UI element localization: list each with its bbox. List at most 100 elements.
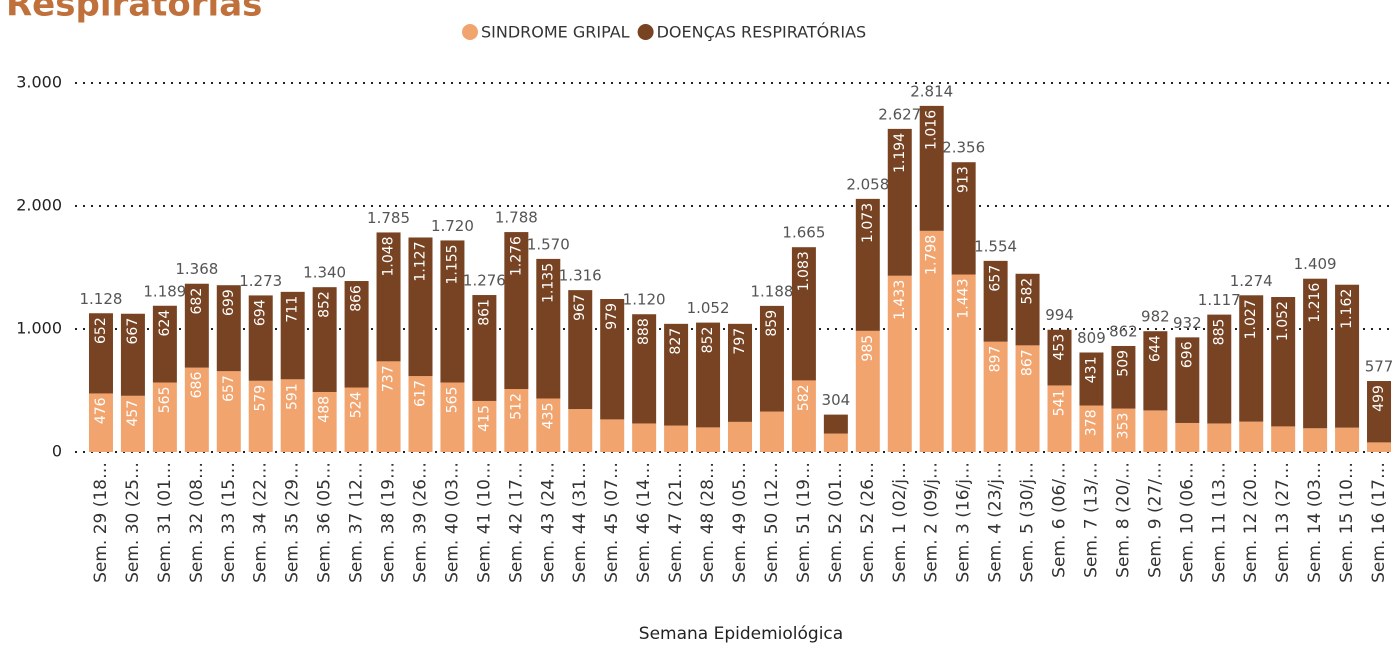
bar-segment <box>312 391 337 452</box>
x-tick-label: Sem. 39 (26… <box>410 462 430 583</box>
x-tick-label: Sem. 43 (24… <box>538 462 558 583</box>
total-label: 1.276 <box>463 272 506 290</box>
x-tick-label: Sem. 45 (07… <box>602 462 622 583</box>
total-label: 1.785 <box>367 209 410 227</box>
bar-segment <box>184 283 209 368</box>
data-label: 1.016 <box>924 110 940 150</box>
bar-segment <box>1303 428 1328 452</box>
bar-segment <box>1079 405 1104 452</box>
data-label: 667 <box>125 318 141 345</box>
bar-segment <box>1367 381 1392 443</box>
x-tick-label: Sem. 51 (19… <box>794 462 814 583</box>
data-label: 797 <box>732 328 748 355</box>
total-label: 1.368 <box>175 260 218 278</box>
x-tick-label: Sem. 5 (30/j… <box>1018 462 1038 583</box>
data-label: 591 <box>285 383 301 410</box>
bar-segment <box>248 295 273 381</box>
total-label: 1.720 <box>431 217 474 235</box>
total-label: 1.273 <box>239 272 282 290</box>
bar-segment <box>312 287 337 392</box>
bar-segment <box>536 398 561 452</box>
total-label: 1.665 <box>782 224 825 242</box>
bar-segment <box>664 425 689 452</box>
data-label: 1.127 <box>412 241 428 281</box>
data-label: 1.073 <box>860 203 876 243</box>
bar-segment <box>983 260 1008 342</box>
bar-segment <box>887 275 912 452</box>
total-label: 304 <box>822 391 851 409</box>
data-label: 1.276 <box>508 236 524 276</box>
x-tick-label: Sem. 8 (20/… <box>1113 462 1133 578</box>
x-tick-label: Sem. 16 (17… <box>1369 462 1389 583</box>
bar-segment <box>632 314 657 424</box>
bar-segment <box>600 298 625 420</box>
bar-segment <box>216 285 241 372</box>
bar-segment <box>664 323 689 426</box>
total-label: 1.188 <box>750 282 793 300</box>
x-tick-label: Sem. 31 (01… <box>155 462 175 583</box>
total-label: 809 <box>1077 329 1106 347</box>
bar-segment <box>536 258 561 399</box>
data-label: 1.433 <box>892 280 908 320</box>
y-tick-label: 1.000 <box>16 319 62 338</box>
data-label: 512 <box>508 393 524 420</box>
data-label: 696 <box>1179 341 1195 368</box>
data-label: 1.216 <box>1307 283 1323 323</box>
data-label: 1.194 <box>892 133 908 173</box>
data-label: 582 <box>1020 278 1036 305</box>
total-label: 2.814 <box>910 82 953 100</box>
data-label: 979 <box>604 303 620 330</box>
x-tick-label: Sem. 7 (13/… <box>1081 462 1101 578</box>
x-tick-label: Sem. 52 (01… <box>826 462 846 583</box>
bar-segment <box>696 322 721 428</box>
data-label: 699 <box>221 289 237 316</box>
total-label: 577 <box>1365 358 1394 376</box>
bar-segment <box>855 330 880 452</box>
data-label: 657 <box>221 375 237 402</box>
x-tick-label: Sem. 36 (05… <box>315 462 335 583</box>
total-label: 1.340 <box>303 264 346 282</box>
x-tick-label: Sem. 29 (18… <box>91 462 111 583</box>
data-label: 682 <box>189 288 205 315</box>
data-label: 866 <box>349 285 365 312</box>
bar-segment <box>280 291 305 380</box>
data-label: 686 <box>189 372 205 399</box>
bar-segment <box>919 105 944 231</box>
x-tick-label: Sem. 13 (27… <box>1273 462 1293 583</box>
bar-segment <box>696 427 721 452</box>
bar-segment <box>1207 314 1232 424</box>
data-label: 579 <box>253 385 269 412</box>
data-label: 617 <box>412 380 428 407</box>
data-label: 967 <box>572 294 588 321</box>
data-label: 852 <box>317 291 333 318</box>
x-tick-label: Sem. 33 (15… <box>219 462 239 583</box>
bar-segment <box>919 230 944 452</box>
data-label: 1.052 <box>1275 301 1291 341</box>
x-axis-title: Semana Epidemiológica <box>639 624 843 644</box>
x-tick-label: Sem. 32 (08… <box>187 462 207 583</box>
bar-segment <box>88 393 113 452</box>
x-tick-label: Sem. 48 (28… <box>698 462 718 583</box>
x-tick-label: Sem. 40 (03… <box>442 462 462 583</box>
bar-segment <box>951 274 976 452</box>
total-label: 2.627 <box>878 105 921 123</box>
total-label: 862 <box>1109 322 1138 340</box>
bar-segment <box>440 382 465 452</box>
data-label: 985 <box>860 335 876 362</box>
x-tick-label: Sem. 9 (27/… <box>1145 462 1165 578</box>
legend-marker <box>462 24 478 40</box>
data-label: 378 <box>1083 410 1099 437</box>
data-label: 694 <box>253 299 269 326</box>
bar-segment <box>1271 297 1296 427</box>
bar-segment <box>1143 410 1168 452</box>
bar-segment <box>1111 345 1136 409</box>
data-label: 827 <box>668 328 684 355</box>
x-tick-label: Sem. 50 (12… <box>762 462 782 583</box>
bar-segment <box>568 290 593 410</box>
bar-segment <box>728 421 752 452</box>
bar-segment <box>855 198 880 331</box>
bar-segment <box>152 382 177 452</box>
data-label: 431 <box>1083 356 1099 383</box>
bar-segment <box>1143 331 1168 411</box>
